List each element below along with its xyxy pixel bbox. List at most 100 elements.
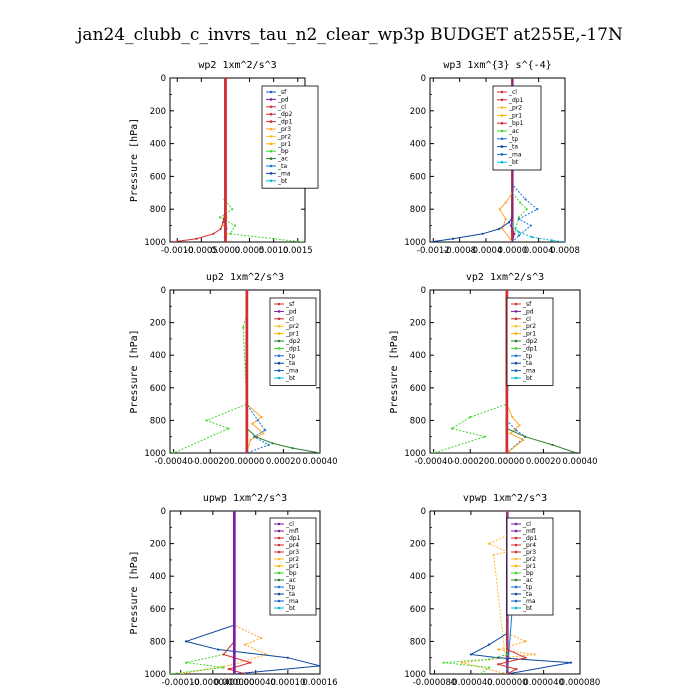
legend-label: _bt <box>277 178 288 185</box>
series-group <box>172 290 320 453</box>
legend-marker <box>514 339 518 343</box>
y-tick-label: 800 <box>410 637 426 647</box>
legend-marker <box>500 160 504 164</box>
x-tick-label: -0.00040 <box>155 457 193 467</box>
data-point <box>260 416 263 419</box>
data-point <box>212 232 215 235</box>
data-point <box>497 648 500 651</box>
y-tick-label: 1000 <box>404 670 426 680</box>
data-point <box>522 438 525 442</box>
data-point <box>506 653 509 656</box>
legend-label: _pr1 <box>285 331 299 338</box>
data-point <box>291 447 294 450</box>
legend-marker <box>500 145 504 148</box>
legend-marker <box>269 179 273 183</box>
legend-marker <box>514 529 518 533</box>
series-group <box>171 78 304 242</box>
x-tick-label: 0.0000 <box>211 246 241 256</box>
x-tick-label: 0.000040 <box>523 678 564 688</box>
legend-marker <box>269 157 273 160</box>
legend-label: _ac <box>522 577 533 584</box>
data-point <box>245 337 248 340</box>
series-group <box>170 511 320 674</box>
data-point <box>469 653 473 656</box>
legend-marker <box>277 376 281 380</box>
legend-marker <box>277 339 281 343</box>
legend: _sf_pd_cl_pr2_pr1_dp2_dp1_tp_ta_ma_bt <box>269 297 317 386</box>
legend-label: _bt <box>508 159 519 166</box>
data-point <box>264 429 267 432</box>
legend-marker <box>500 114 504 117</box>
data-point <box>524 656 527 659</box>
y-tick-label: 400 <box>410 351 426 361</box>
legend-marker <box>269 127 273 131</box>
legend-marker <box>500 90 504 94</box>
data-point <box>487 542 491 545</box>
legend-marker <box>514 557 518 561</box>
x-tick-label: -0.0005 <box>185 246 218 256</box>
data-point <box>233 672 236 674</box>
data-point <box>254 435 258 438</box>
y-tick-label: 0 <box>421 74 426 84</box>
legend-marker <box>514 347 518 350</box>
data-point <box>497 663 500 666</box>
legend-label: _ac <box>508 128 519 135</box>
legend-label: _bp <box>522 570 534 577</box>
data-point <box>301 240 304 242</box>
series-line <box>433 290 508 453</box>
series-line <box>170 511 235 674</box>
data-point <box>224 78 227 80</box>
legend-label: _pr1 <box>508 112 522 119</box>
legend-marker <box>514 361 518 365</box>
data-point <box>517 217 521 221</box>
data-point <box>318 664 320 667</box>
data-point <box>505 443 508 446</box>
x-tick-label: 0.000080 <box>560 678 601 688</box>
data-point <box>511 216 514 219</box>
legend-marker <box>277 606 281 610</box>
data-point <box>205 419 208 422</box>
legend-label: _cl <box>277 104 286 111</box>
y-tick-label: 200 <box>150 540 166 550</box>
legend-marker <box>514 302 518 306</box>
data-point <box>222 653 225 656</box>
x-tick-label: -0.0010 <box>161 246 194 256</box>
data-point <box>517 231 521 234</box>
x-tick-label: 0.0015 <box>283 246 313 256</box>
legend-label: _bp <box>277 148 289 155</box>
legend-marker <box>514 578 518 582</box>
legend-label: _pr3 <box>285 549 299 556</box>
legend-label: _ma <box>522 598 536 605</box>
legend-label: _ta <box>277 163 287 170</box>
legend-marker <box>514 376 518 380</box>
legend-marker <box>277 529 281 533</box>
series-group <box>432 290 578 453</box>
data-point <box>243 643 247 646</box>
data-point <box>487 658 491 661</box>
y-tick-label: 400 <box>150 572 166 582</box>
data-point <box>432 451 435 453</box>
legend-marker <box>514 522 518 526</box>
data-point <box>504 217 507 221</box>
data-point <box>271 442 274 445</box>
y-tick-label: 0 <box>161 286 166 296</box>
data-point <box>469 416 472 419</box>
x-tick-label: -0.000080 <box>413 678 457 688</box>
legend-marker <box>277 585 281 589</box>
data-point <box>259 637 263 640</box>
data-point <box>511 240 514 242</box>
legend-label: _dp1 <box>508 97 524 104</box>
legend-marker <box>269 142 273 146</box>
x-tick-label: 0.00040 <box>302 457 337 467</box>
x-tick-label: 0.0008 <box>550 246 580 256</box>
legend-label: _ma <box>285 598 299 605</box>
panel-1: wp2 1xm^2/s^3 0 200 400 600 800 1000 Pressure [… <box>129 60 319 256</box>
legend-label: _pr2 <box>522 323 536 330</box>
panel-title: upwp 1xm^2/s^3 <box>203 493 287 504</box>
legend-marker <box>514 324 518 328</box>
data-point <box>245 386 248 389</box>
legend-marker <box>277 324 281 328</box>
data-point <box>506 672 509 674</box>
data-point <box>245 443 248 446</box>
